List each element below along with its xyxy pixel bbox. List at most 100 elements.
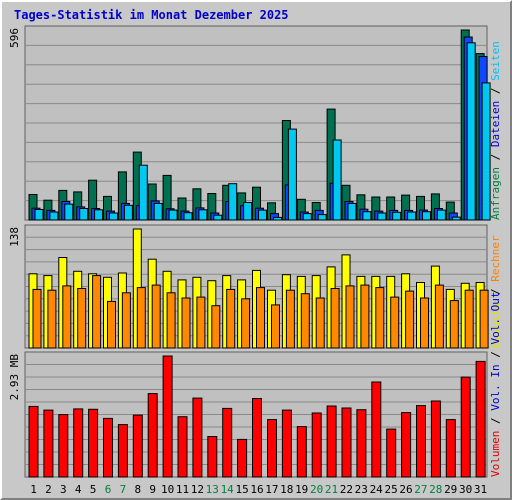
bar-volume-volumen-day-22 [341, 407, 352, 478]
x-tick-label-day-11: 11 [176, 483, 189, 496]
bar-hits-seiten-day-12 [198, 209, 208, 221]
bar-volume-volumen-day-29 [445, 419, 456, 478]
bar-volume-volumen-day-11 [177, 416, 188, 478]
bar-hits-seiten-day-7 [123, 204, 133, 221]
bar-volume-volumen-day-15 [237, 438, 248, 478]
x-tick-label-day-28: 28 [429, 483, 442, 496]
legend-entry-vol--out: Vol. Out [489, 292, 502, 345]
bar-visits-rechner-day-18 [285, 289, 295, 349]
bar-visits-rechner-day-23 [360, 284, 370, 349]
bar-volume-volumen-day-20 [311, 412, 322, 478]
x-tick-label-day-31: 31 [474, 483, 487, 496]
bar-hits-seiten-day-6 [109, 212, 118, 221]
bar-hits-seiten-day-17 [273, 216, 282, 221]
bar-visits-rechner-day-19 [300, 293, 310, 349]
bar-volume-volumen-day-19 [296, 426, 307, 478]
panel-visits-legend: Besuche / Rechner [489, 235, 502, 348]
bar-visits-rechner-day-21 [330, 288, 340, 349]
bar-visits-rechner-day-26 [405, 290, 415, 349]
bar-hits-seiten-day-19 [302, 213, 312, 221]
bar-hits-seiten-day-11 [183, 212, 193, 221]
bar-volume-volumen-day-16 [252, 398, 262, 478]
bar-volume-volumen-day-25 [386, 428, 397, 478]
bar-volume-volumen-day-26 [401, 412, 412, 478]
bar-visits-rechner-day-5 [92, 275, 102, 349]
x-tick-label-day-12: 12 [191, 483, 204, 496]
x-tick-label-day-30: 30 [459, 483, 472, 496]
bar-visits-rechner-day-6 [107, 300, 116, 349]
bar-hits-seiten-day-22 [347, 202, 357, 221]
bar-hits-seiten-day-18 [287, 128, 297, 221]
x-tick-label-day-7: 7 [120, 483, 127, 496]
x-tick-label-day-15: 15 [235, 483, 248, 496]
bar-hits-seiten-day-9 [153, 202, 163, 221]
x-tick-label-day-1: 1 [30, 483, 37, 496]
bar-hits-seiten-day-13 [213, 214, 223, 221]
bar-visits-rechner-day-11 [181, 297, 191, 349]
x-tick-label-day-2: 2 [45, 483, 52, 496]
bar-hits-seiten-day-23 [362, 211, 372, 221]
x-tick-label-day-3: 3 [60, 483, 67, 496]
x-tick-label-day-6: 6 [105, 483, 112, 496]
legend-separator: / [489, 282, 502, 302]
bar-volume-volumen-day-2 [43, 409, 54, 478]
bar-visits-rechner-day-4 [77, 288, 87, 349]
bar-volume-volumen-day-3 [58, 414, 69, 478]
bar-hits-seiten-day-5 [94, 209, 104, 221]
bar-visits-rechner-day-17 [271, 304, 280, 349]
bar-visits-rechner-day-27 [420, 297, 429, 349]
bar-hits-seiten-day-24 [377, 212, 387, 221]
x-tick-label-day-26: 26 [399, 483, 412, 496]
bar-visits-rechner-day-14 [226, 288, 236, 349]
bar-hits-seiten-day-8 [138, 164, 148, 221]
bar-hits-seiten-day-15 [243, 202, 253, 221]
bar-volume-volumen-day-1 [28, 405, 39, 478]
bar-volume-volumen-day-4 [73, 408, 84, 478]
x-tick-label-day-8: 8 [134, 483, 141, 496]
x-tick-label-day-13: 13 [206, 483, 219, 496]
legend-separator: / [489, 81, 502, 101]
bar-volume-volumen-day-13 [207, 436, 218, 478]
panel-volume-legend: Volumen / Vol. In / Vol. Out [489, 292, 502, 477]
bar-visits-rechner-day-13 [211, 305, 221, 349]
bar-visits-rechner-day-20 [315, 297, 325, 349]
bar-visits-rechner-day-24 [375, 287, 385, 349]
x-tick-label-day-27: 27 [414, 483, 427, 496]
bar-volume-volumen-day-8 [132, 414, 143, 478]
x-tick-label-day-24: 24 [370, 483, 384, 496]
legend-entry-anfragen: Anfragen [489, 167, 502, 220]
bar-visits-rechner-day-15 [241, 298, 251, 349]
x-tick-label-day-18: 18 [280, 483, 293, 496]
legend-entry-vol--in: Vol. In [489, 364, 502, 410]
chart-title: Tages-Statistik im Monat Dezember 2025 [14, 8, 289, 22]
panel-hits-ytick-max: 596 [8, 28, 21, 48]
bar-visits-rechner-day-31 [479, 289, 489, 349]
bar-volume-volumen-day-30 [460, 376, 471, 478]
bar-volume-volumen-day-28 [430, 400, 441, 478]
bar-hits-seiten-day-2 [49, 211, 59, 221]
x-tick-label-day-21: 21 [325, 483, 338, 496]
bar-volume-volumen-day-9 [147, 393, 158, 478]
bar-volume-volumen-day-24 [371, 381, 382, 478]
bar-volume-volumen-day-10 [162, 355, 173, 478]
bar-volume-volumen-day-6 [103, 417, 113, 478]
x-tick-label-day-9: 9 [149, 483, 156, 496]
bar-volume-volumen-day-23 [356, 409, 367, 478]
legend-separator: / [489, 147, 502, 167]
bar-volume-volumen-day-5 [88, 408, 99, 478]
bar-hits-seiten-day-10 [168, 209, 178, 221]
bar-visits-rechner-day-25 [390, 296, 400, 349]
bar-volume-volumen-day-27 [416, 405, 426, 478]
x-tick-label-day-25: 25 [384, 483, 397, 496]
bar-visits-rechner-day-2 [47, 289, 57, 349]
x-tick-label-day-5: 5 [90, 483, 97, 496]
x-tick-label-day-10: 10 [161, 483, 174, 496]
bar-visits-rechner-day-9 [151, 284, 161, 349]
legend-entry-dateien: Dateien [489, 101, 502, 147]
legend-entry-rechner: Rechner [489, 235, 502, 282]
bar-volume-volumen-day-17 [267, 419, 277, 478]
bar-hits-seiten-day-1 [34, 209, 44, 221]
